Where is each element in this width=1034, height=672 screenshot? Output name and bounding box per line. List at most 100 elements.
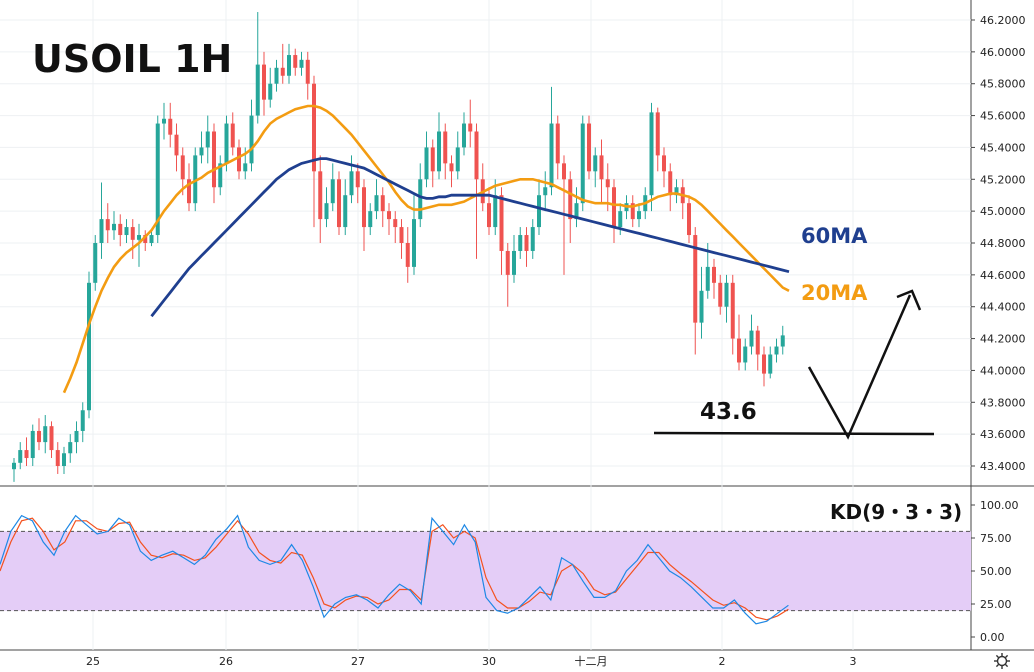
candle-body [43, 426, 48, 443]
candle-body [243, 163, 248, 172]
candle-body [274, 67, 279, 84]
kd-band [0, 530, 971, 612]
candle-body [574, 203, 579, 220]
kd-band-fill [0, 531, 971, 611]
candle-body [168, 118, 173, 135]
candle-body [774, 346, 779, 355]
candle-body [218, 163, 223, 188]
candle-body [18, 450, 23, 463]
candle-body [618, 211, 623, 228]
candle-body [74, 430, 79, 443]
ma20-label: 20MA [801, 281, 868, 305]
support-line [653, 431, 935, 436]
candle-body [749, 330, 754, 347]
candle-body [718, 282, 723, 307]
candle-body [474, 131, 479, 180]
candle-body [662, 155, 666, 172]
candle-body [224, 123, 229, 164]
candle-body [599, 155, 604, 180]
candle-body [587, 123, 591, 172]
candle-body [387, 211, 391, 220]
candle-body [530, 227, 535, 251]
candle-body [405, 243, 410, 267]
candle-body [693, 235, 698, 323]
candle-body [549, 123, 554, 188]
candle-body [162, 118, 166, 124]
candle-body [37, 430, 41, 443]
candle-body [137, 235, 141, 240]
candle-body [518, 235, 523, 251]
kd-d-line [0, 517, 789, 621]
candle-body [268, 83, 273, 100]
candle-body [349, 171, 354, 196]
candle-body [524, 235, 529, 251]
candle-body [230, 123, 235, 148]
candle-body [555, 123, 560, 164]
candle-body [493, 195, 498, 228]
candle-body [637, 211, 641, 220]
candle-body [580, 123, 585, 204]
candle-body [430, 147, 435, 172]
ma20-line [62, 104, 790, 394]
candle-body [505, 250, 510, 275]
y-tick-label: 43.4000 [980, 460, 1026, 473]
candle-body [568, 179, 573, 220]
candle-body [30, 430, 35, 459]
candle-body [562, 163, 566, 180]
candle-body [112, 223, 116, 231]
x-tick-label: 30 [482, 655, 496, 668]
candle-body [393, 219, 398, 228]
candle-body [424, 147, 429, 180]
candle-body [712, 266, 716, 283]
kd-title: KD(9・3・3) [830, 500, 962, 524]
kd-tick-label: 25.00 [980, 598, 1012, 611]
candle-body [437, 131, 441, 172]
settings-gear-icon[interactable] [994, 653, 1010, 669]
candle-body [293, 55, 298, 68]
candle-body [512, 250, 516, 275]
candle-body [368, 211, 373, 228]
candle-body [93, 243, 98, 283]
y-tick-label: 45.8000 [980, 78, 1026, 91]
candle-body [705, 266, 710, 291]
candle-body [399, 227, 404, 243]
candle-body [499, 195, 504, 251]
candle-body [674, 187, 679, 196]
y-tick-label: 46.2000 [980, 14, 1026, 27]
candle-body [249, 115, 254, 164]
candle-body [255, 64, 260, 116]
candle-body [212, 131, 216, 188]
candle-body [80, 410, 85, 431]
candle-body [730, 282, 735, 339]
y-tick-label: 45.4000 [980, 141, 1026, 154]
candle-body [649, 112, 654, 196]
candle-body [418, 179, 423, 220]
candle-body [487, 203, 491, 228]
candle-body [318, 171, 323, 220]
candle-body [143, 235, 148, 243]
candle-body [593, 155, 598, 172]
candle-body [330, 179, 335, 204]
candle-body [543, 187, 548, 196]
candle-body [312, 83, 316, 172]
candle-body [468, 123, 473, 132]
candle-body [374, 195, 379, 212]
candle-body [180, 155, 185, 180]
y-tick-label: 44.6000 [980, 269, 1026, 282]
price-axis: 46.2000 46.0000 45.8000 45.6000 45.4000 45.20… [971, 14, 1026, 473]
ma60-label: 60MA [801, 224, 868, 248]
candle-body [537, 195, 541, 228]
candle-body [355, 171, 360, 188]
candle-body [124, 227, 129, 236]
y-tick-label: 45.6000 [980, 110, 1026, 123]
arrow-head-icon [896, 289, 922, 311]
x-tick-label: 3 [850, 655, 857, 668]
candle-body [155, 123, 160, 236]
candle-body [299, 59, 304, 68]
candle-body [105, 219, 110, 231]
candle-body [768, 354, 773, 374]
kd-tick-label: 100.00 [980, 499, 1019, 512]
candle-body [287, 55, 291, 76]
y-tick-label: 44.8000 [980, 237, 1026, 250]
